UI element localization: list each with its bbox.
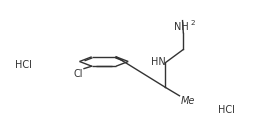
Text: NH: NH	[174, 22, 188, 32]
Text: Me: Me	[181, 96, 195, 106]
Text: HCl: HCl	[218, 105, 235, 115]
Text: 2: 2	[190, 20, 195, 26]
Text: HCl: HCl	[16, 60, 32, 70]
Text: Cl: Cl	[73, 69, 83, 79]
Text: HN: HN	[151, 57, 166, 67]
